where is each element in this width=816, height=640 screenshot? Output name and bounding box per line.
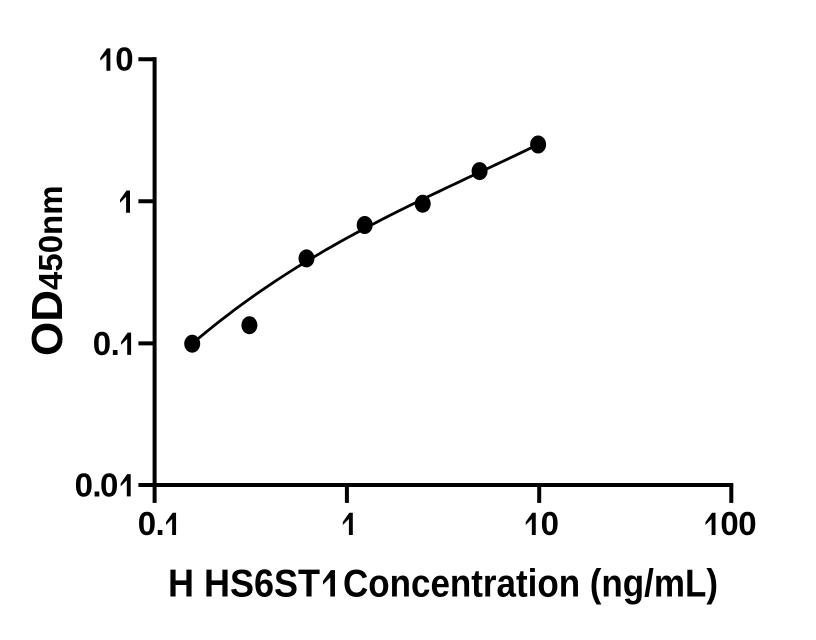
- svg-text:0: 0: [138, 505, 156, 542]
- svg-text:.: .: [92, 466, 101, 503]
- svg-text:H HS6ST: H HS6ST: [168, 563, 320, 606]
- svg-text:0: 0: [541, 505, 559, 542]
- svg-text:OD450nm: OD450nm: [23, 185, 72, 356]
- svg-text:0: 0: [100, 466, 118, 503]
- svg-text:0: 0: [738, 505, 756, 542]
- svg-text:Concentration (ng/mL): Concentration (ng/mL): [343, 563, 718, 606]
- svg-text:.: .: [156, 505, 165, 542]
- svg-text:0: 0: [115, 41, 133, 78]
- svg-text:0: 0: [75, 466, 93, 503]
- svg-text:0: 0: [720, 505, 738, 542]
- svg-text:.: .: [111, 325, 120, 362]
- svg-text:0: 0: [93, 325, 111, 362]
